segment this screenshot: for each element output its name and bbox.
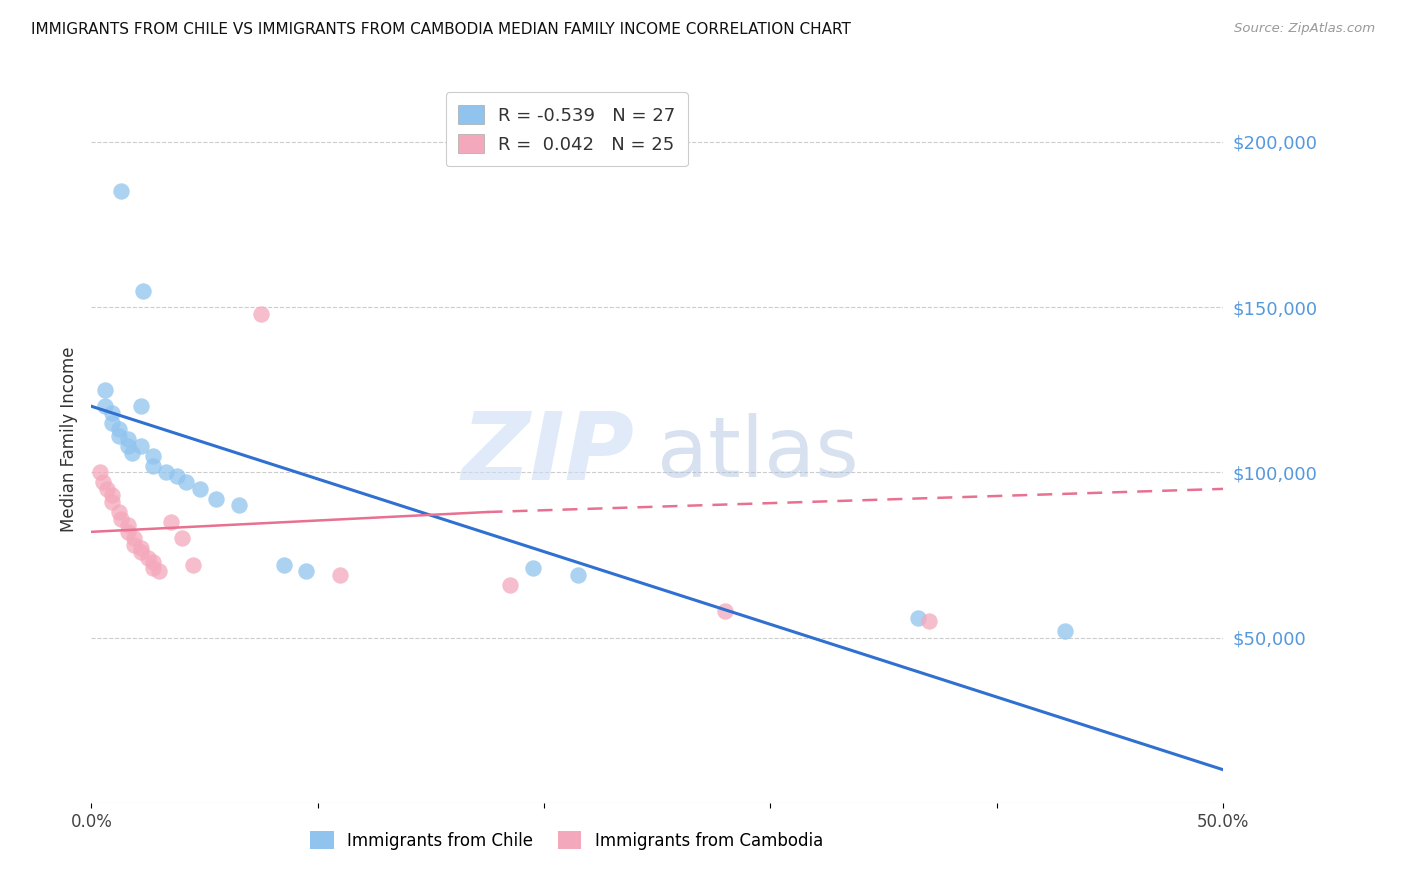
Point [205, 491, 228, 506]
Point [499, 578, 522, 592]
Point [129, 439, 152, 453]
Point [522, 561, 544, 575]
Point [714, 604, 737, 618]
Point [136, 551, 159, 566]
Point [295, 565, 318, 579]
Point [89, 466, 111, 480]
Text: atlas: atlas [657, 413, 859, 494]
Point [91, 475, 114, 490]
Point [188, 482, 211, 496]
Point [124, 538, 146, 552]
Legend: Immigrants from Chile, Immigrants from Cambodia: Immigrants from Chile, Immigrants from C… [304, 825, 830, 856]
Text: Source: ZipAtlas.com: Source: ZipAtlas.com [1234, 22, 1375, 36]
Point [107, 505, 129, 519]
Point [124, 532, 146, 546]
Point [181, 558, 204, 572]
Point [918, 614, 941, 628]
Y-axis label: Median Family Income: Median Family Income [59, 347, 77, 532]
Point [141, 449, 163, 463]
Point [228, 499, 250, 513]
Point [129, 541, 152, 556]
Point [129, 399, 152, 413]
Point [159, 515, 181, 529]
Point [170, 532, 193, 546]
Point [155, 466, 177, 480]
Point [273, 558, 295, 572]
Point [100, 495, 122, 509]
Point [141, 561, 163, 575]
Point [110, 511, 132, 525]
Point [176, 475, 198, 490]
Point [117, 439, 139, 453]
Point [567, 567, 589, 582]
Point [96, 482, 118, 496]
Point [94, 399, 117, 413]
Point [148, 565, 170, 579]
Point [100, 406, 122, 420]
Point [100, 488, 122, 502]
Point [117, 518, 139, 533]
Point [121, 445, 143, 459]
Text: ZIP: ZIP [461, 408, 634, 500]
Point [250, 307, 273, 321]
Point [129, 544, 152, 558]
Point [110, 185, 132, 199]
Text: IMMIGRANTS FROM CHILE VS IMMIGRANTS FROM CAMBODIA MEDIAN FAMILY INCOME CORRELATI: IMMIGRANTS FROM CHILE VS IMMIGRANTS FROM… [31, 22, 851, 37]
Point [1053, 624, 1076, 638]
Point [107, 429, 129, 443]
Point [329, 567, 352, 582]
Point [141, 555, 163, 569]
Point [107, 422, 129, 436]
Point [166, 468, 188, 483]
Point [132, 284, 155, 298]
Point [117, 432, 139, 446]
Point [141, 458, 163, 473]
Point [117, 524, 139, 539]
Point [100, 416, 122, 430]
Point [907, 611, 929, 625]
Point [94, 383, 117, 397]
